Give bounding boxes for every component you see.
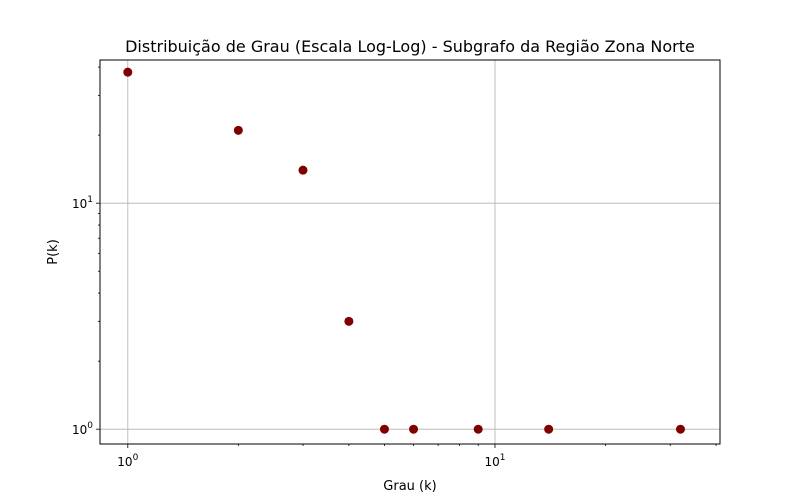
- data-point: [123, 67, 133, 77]
- data-point: [298, 165, 308, 175]
- chart-title: Distribuição de Grau (Escala Log-Log) - …: [125, 37, 695, 56]
- data-point: [675, 424, 685, 434]
- data-point: [344, 316, 354, 326]
- x-tick-label: 100: [117, 453, 138, 469]
- x-axis-label: Grau (k): [383, 479, 436, 494]
- y-axis-label: P(k): [46, 239, 61, 265]
- y-tick-label: 100: [72, 421, 93, 437]
- data-point: [379, 424, 389, 434]
- data-point: [544, 424, 554, 434]
- data-point: [473, 424, 483, 434]
- y-tick-label: 101: [72, 195, 93, 211]
- data-point: [233, 125, 243, 135]
- data-point: [409, 424, 419, 434]
- x-tick-label: 101: [484, 453, 505, 469]
- major-ticks: 100 101 100 101: [72, 195, 506, 469]
- plot-frame: [99, 59, 721, 445]
- data-points: [123, 67, 685, 434]
- plot-background: [100, 60, 720, 444]
